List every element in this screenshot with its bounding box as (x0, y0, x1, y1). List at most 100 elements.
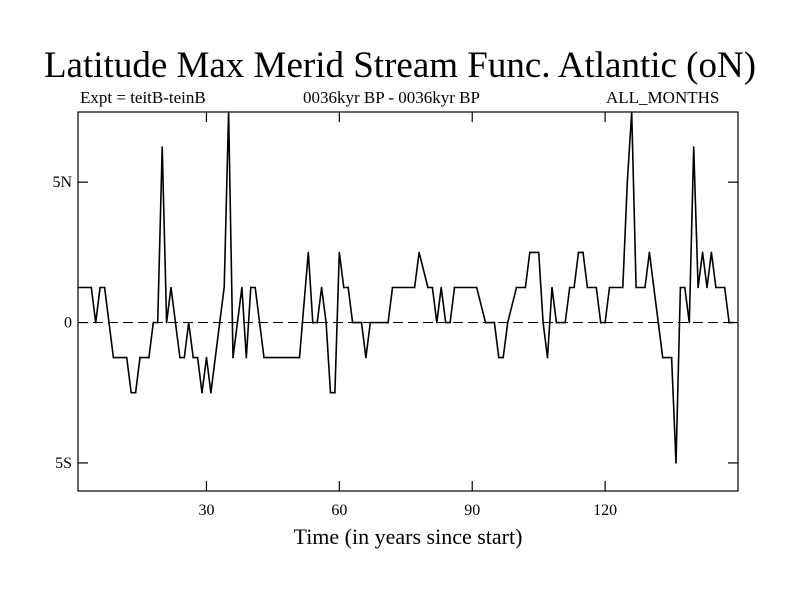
x-tick-label: 90 (464, 502, 480, 519)
data-point (360, 321, 363, 324)
y-tick-label: 5S (55, 455, 72, 472)
data-point (679, 286, 682, 289)
data-point (546, 356, 549, 359)
data-point (369, 321, 372, 324)
data-point (524, 286, 527, 289)
data-point (529, 251, 531, 254)
data-point (542, 321, 544, 324)
data-point (413, 286, 416, 289)
data-point (595, 286, 598, 289)
data-point (582, 251, 584, 254)
data-point (250, 286, 252, 289)
data-point (351, 321, 354, 324)
data-point (365, 356, 367, 359)
data-point (706, 286, 708, 289)
data-point (635, 286, 637, 289)
data-point (316, 321, 319, 324)
data-point (604, 321, 606, 324)
data-point (701, 251, 704, 254)
data-point (254, 286, 256, 289)
data-point (156, 321, 159, 324)
data-point (325, 321, 327, 324)
data-point (183, 356, 186, 359)
data-point (391, 286, 394, 289)
data-point (139, 356, 141, 359)
data-point (99, 286, 101, 289)
data-point (307, 251, 310, 254)
data-point (170, 286, 172, 289)
plot-frame (77, 111, 739, 492)
data-point (657, 321, 660, 324)
data-point (728, 321, 730, 324)
data-point (564, 321, 566, 324)
data-point (688, 321, 691, 324)
data-point (148, 356, 150, 359)
data-point (732, 321, 735, 324)
data-point (196, 356, 199, 359)
data-point (112, 356, 115, 359)
data-point (201, 391, 203, 394)
data-point (440, 286, 443, 289)
data-point (241, 286, 243, 289)
data-point (125, 356, 128, 359)
data-point (626, 181, 629, 183)
data-point (312, 321, 314, 324)
y-tick-label: 5N (52, 174, 72, 191)
data-point (715, 286, 717, 289)
data-point (130, 391, 132, 394)
data-point (161, 146, 163, 148)
data-point (134, 391, 137, 394)
data-point (347, 286, 350, 289)
x-axis-label: Time (in years since start) (293, 524, 523, 549)
data-point (94, 321, 97, 324)
data-point (661, 356, 664, 359)
data-point (515, 286, 518, 289)
data-point (648, 251, 651, 254)
data-point (506, 321, 509, 324)
data-point (573, 286, 575, 289)
data-point (599, 321, 602, 324)
data-point (444, 321, 447, 324)
data-point (537, 251, 540, 254)
data-point (431, 286, 434, 289)
data-point (723, 286, 726, 289)
data-point (152, 321, 155, 324)
data-point (210, 391, 212, 394)
data-point (568, 286, 571, 289)
data-point (427, 286, 429, 289)
data-point (329, 391, 332, 394)
data-point (675, 462, 677, 464)
data-point (334, 391, 336, 394)
x-tick-label: 60 (331, 502, 347, 519)
data-points (77, 111, 735, 464)
data-point (710, 251, 713, 254)
chart-title: Latitude Max Merid Stream Func. Atlantic… (43, 45, 757, 86)
data-point (555, 321, 558, 324)
data-point (218, 321, 221, 324)
data-point (298, 356, 301, 359)
data-point (187, 321, 190, 324)
data-point (387, 321, 389, 324)
data-point (103, 286, 106, 289)
data-point (165, 321, 168, 324)
series-line (78, 111, 734, 463)
data-point (577, 251, 580, 254)
data-point (692, 146, 695, 148)
data-point (192, 356, 194, 359)
data-point (493, 321, 496, 324)
y-tick-label: 0 (64, 315, 72, 332)
data-point (418, 251, 420, 254)
period-label: 0036kyr BP - 0036kyr BP (303, 88, 480, 107)
data-point (622, 286, 624, 289)
x-tick-label: 30 (198, 502, 214, 519)
data-point (502, 356, 505, 359)
data-point (90, 286, 93, 289)
axis-ticks: 30 60 90 120 5N 0 5S (52, 112, 738, 519)
data-point (223, 286, 225, 289)
data-point (338, 251, 341, 254)
data-point (453, 286, 456, 289)
x-tick-label: 120 (593, 502, 617, 519)
data-point (343, 286, 345, 289)
data-point (484, 321, 487, 324)
